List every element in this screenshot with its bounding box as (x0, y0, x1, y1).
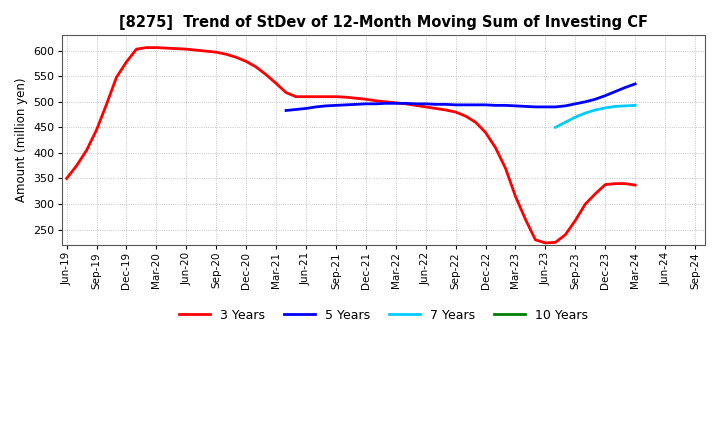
Line: 7 Years: 7 Years (555, 105, 635, 127)
5 Years (511, 103, 520, 109)
5 Years (392, 101, 400, 106)
5 Years (561, 103, 570, 109)
3 Years (561, 232, 570, 237)
7 Years (621, 103, 629, 109)
5 Years (481, 102, 490, 107)
5 Years (441, 102, 450, 107)
7 Years (611, 104, 619, 109)
3 Years (142, 45, 150, 50)
5 Years (372, 101, 380, 106)
3 Years (611, 181, 619, 186)
7 Years (551, 125, 559, 130)
5 Years (402, 101, 410, 106)
5 Years (382, 101, 390, 106)
Legend: 3 Years, 5 Years, 7 Years, 10 Years: 3 Years, 5 Years, 7 Years, 10 Years (174, 304, 593, 327)
5 Years (591, 97, 600, 102)
5 Years (462, 102, 470, 107)
5 Years (491, 103, 500, 108)
7 Years (571, 114, 580, 120)
Line: 5 Years: 5 Years (286, 84, 635, 110)
5 Years (302, 106, 310, 111)
5 Years (411, 101, 420, 106)
3 Years (491, 145, 500, 150)
5 Years (312, 104, 320, 110)
3 Years (451, 110, 460, 115)
5 Years (431, 102, 440, 107)
5 Years (611, 89, 619, 94)
5 Years (531, 104, 540, 110)
Title: [8275]  Trend of StDev of 12-Month Moving Sum of Investing CF: [8275] Trend of StDev of 12-Month Moving… (119, 15, 648, 30)
5 Years (521, 104, 530, 109)
5 Years (322, 103, 330, 109)
7 Years (561, 120, 570, 125)
5 Years (282, 108, 290, 113)
5 Years (361, 101, 370, 106)
5 Years (501, 103, 510, 108)
3 Years (631, 183, 639, 188)
Y-axis label: Amount (million yen): Amount (million yen) (15, 78, 28, 202)
7 Years (581, 110, 590, 116)
7 Years (591, 107, 600, 113)
5 Years (541, 104, 550, 110)
5 Years (551, 104, 559, 110)
5 Years (581, 99, 590, 104)
3 Years (63, 176, 71, 181)
7 Years (631, 103, 639, 108)
5 Years (451, 102, 460, 107)
5 Years (421, 101, 430, 106)
5 Years (621, 85, 629, 90)
5 Years (292, 107, 300, 112)
7 Years (601, 105, 610, 110)
5 Years (631, 81, 639, 87)
5 Years (601, 93, 610, 98)
5 Years (571, 101, 580, 106)
5 Years (351, 102, 360, 107)
3 Years (212, 50, 220, 55)
5 Years (472, 102, 480, 107)
3 Years (202, 48, 210, 54)
5 Years (332, 103, 341, 108)
Line: 3 Years: 3 Years (67, 48, 635, 243)
5 Years (341, 102, 350, 107)
3 Years (541, 240, 550, 246)
